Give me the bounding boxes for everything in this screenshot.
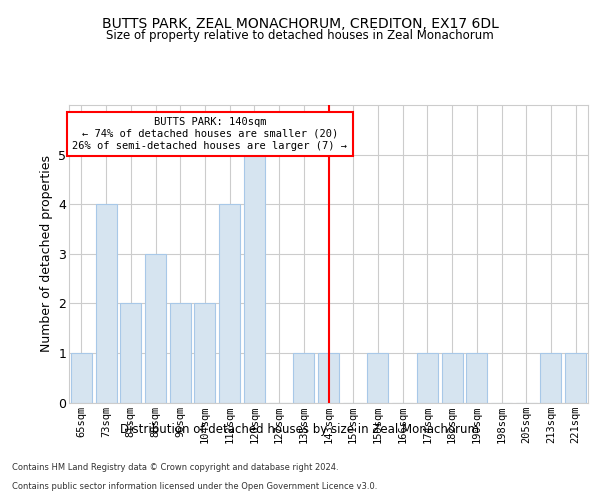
- Text: Size of property relative to detached houses in Zeal Monachorum: Size of property relative to detached ho…: [106, 28, 494, 42]
- Text: Distribution of detached houses by size in Zeal Monachorum: Distribution of detached houses by size …: [121, 422, 479, 436]
- Text: BUTTS PARK: 140sqm
← 74% of detached houses are smaller (20)
26% of semi-detache: BUTTS PARK: 140sqm ← 74% of detached hou…: [73, 118, 347, 150]
- Text: BUTTS PARK, ZEAL MONACHORUM, CREDITON, EX17 6DL: BUTTS PARK, ZEAL MONACHORUM, CREDITON, E…: [101, 18, 499, 32]
- Bar: [565, 353, 586, 403]
- Bar: [466, 353, 487, 403]
- Bar: [367, 353, 388, 403]
- Text: Contains public sector information licensed under the Open Government Licence v3: Contains public sector information licen…: [12, 482, 377, 491]
- Text: Contains HM Land Registry data © Crown copyright and database right 2024.: Contains HM Land Registry data © Crown c…: [12, 464, 338, 472]
- Bar: [170, 304, 191, 402]
- Bar: [442, 353, 463, 403]
- Y-axis label: Number of detached properties: Number of detached properties: [40, 155, 53, 352]
- Bar: [194, 304, 215, 402]
- Bar: [71, 353, 92, 403]
- Bar: [95, 204, 116, 402]
- Bar: [244, 154, 265, 402]
- Bar: [417, 353, 438, 403]
- Bar: [318, 353, 339, 403]
- Bar: [219, 204, 240, 402]
- Bar: [293, 353, 314, 403]
- Bar: [120, 304, 141, 402]
- Bar: [145, 254, 166, 402]
- Bar: [541, 353, 562, 403]
